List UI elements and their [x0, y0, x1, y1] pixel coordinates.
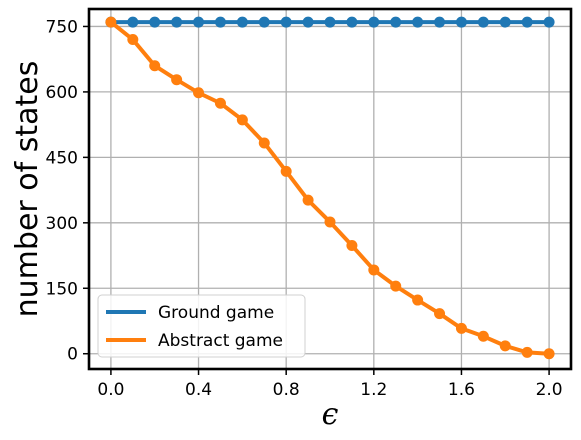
series-layer — [105, 16, 555, 360]
legend-box — [97, 294, 306, 358]
data-point — [455, 16, 467, 28]
data-point — [477, 16, 489, 28]
data-point — [280, 165, 292, 177]
data-point — [434, 308, 446, 320]
data-point — [258, 137, 270, 149]
data-point — [434, 16, 446, 28]
data-point — [127, 34, 139, 46]
data-point — [455, 322, 467, 334]
data-point — [302, 16, 314, 28]
data-point — [236, 16, 248, 28]
data-point — [390, 16, 402, 28]
data-point — [149, 60, 161, 72]
data-point — [127, 16, 139, 28]
x-tick-label: 0.0 — [97, 380, 124, 400]
data-point — [236, 114, 248, 126]
data-point — [171, 16, 183, 28]
y-tick-label: 750 — [46, 17, 78, 37]
data-point — [324, 216, 336, 228]
data-point — [499, 340, 511, 352]
data-point — [346, 240, 358, 252]
x-tick-label: 0.8 — [273, 380, 300, 400]
legend: Ground game Abstract game — [97, 294, 306, 358]
data-point — [521, 16, 533, 28]
data-point — [302, 194, 314, 206]
data-point — [214, 97, 226, 109]
data-point — [412, 294, 424, 306]
data-point — [193, 87, 205, 99]
data-point — [499, 16, 511, 28]
data-point — [543, 16, 555, 28]
x-axis-label: ϵ — [322, 397, 339, 432]
plot-frame — [87, 7, 573, 371]
y-tick-label: 0 — [67, 345, 78, 365]
y-tick-label: 600 — [46, 83, 78, 103]
data-point — [412, 16, 424, 28]
data-point — [149, 16, 161, 28]
x-tick-label: 1.6 — [448, 380, 475, 400]
legend-label: Ground game — [158, 303, 274, 323]
x-tick-label: 1.2 — [360, 380, 387, 400]
data-point — [193, 16, 205, 28]
data-point — [346, 16, 358, 28]
data-point — [214, 16, 226, 28]
data-point — [521, 346, 533, 358]
x-tick-label: 2.0 — [536, 380, 563, 400]
data-point — [368, 264, 380, 276]
axis-ticks: 0.0 0.4 0.8 1.2 1.6 2.0 0 150 300 450 600 750 — [46, 17, 563, 400]
data-point — [477, 330, 489, 342]
y-tick-label: 300 — [46, 214, 78, 234]
series-abstract-game — [105, 16, 555, 360]
data-point — [390, 280, 402, 292]
data-point — [543, 348, 555, 360]
data-point — [368, 16, 380, 28]
series-ground-game — [105, 16, 555, 28]
y-axis-label: number of states — [10, 61, 45, 318]
data-point — [258, 16, 270, 28]
y-tick-label: 150 — [46, 279, 78, 299]
data-point — [105, 16, 117, 28]
data-point — [280, 16, 292, 28]
legend-label: Abstract game — [158, 331, 283, 351]
x-tick-label: 0.4 — [185, 380, 212, 400]
data-point — [171, 74, 183, 86]
data-point — [324, 16, 336, 28]
y-tick-label: 450 — [46, 148, 78, 168]
